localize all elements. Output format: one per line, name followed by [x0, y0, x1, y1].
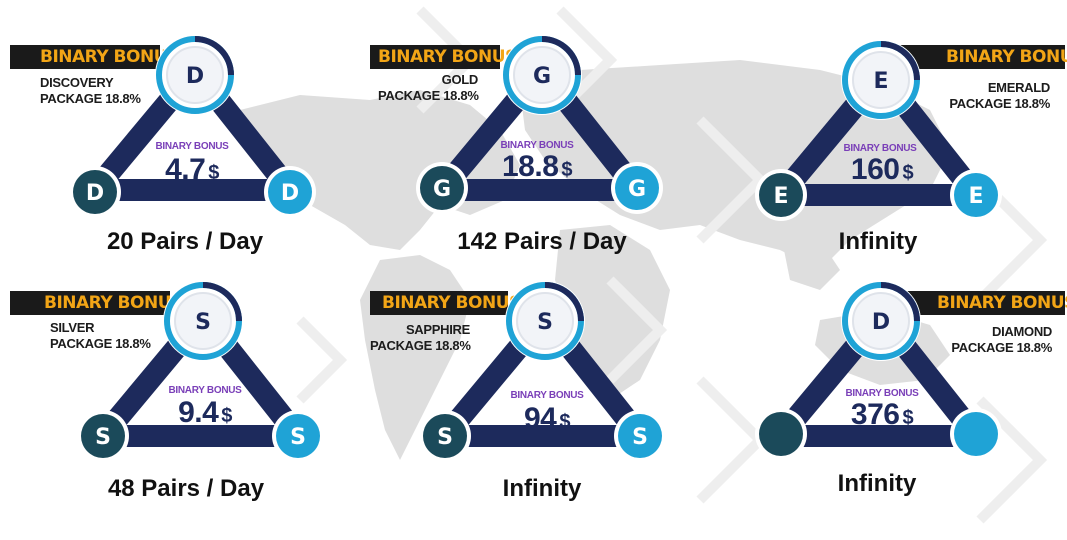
- right-node-letter: G: [628, 177, 646, 202]
- binary-bonus-label: BINARY BONUS: [845, 388, 919, 399]
- package-label: DIAMOND PACKAGE 18.8%: [951, 324, 1052, 355]
- pairs-caption: Infinity: [837, 470, 917, 497]
- binary-bonus-label: BINARY BONUS: [843, 143, 917, 154]
- binary-bonus-tag: BINARY BONUS: [900, 45, 1067, 69]
- top-node-letter: D: [186, 64, 204, 89]
- right-node-letter: E: [968, 184, 983, 209]
- package-label: GOLD PACKAGE 18.8%: [378, 72, 479, 103]
- top-node-letter: E: [873, 69, 888, 94]
- right-node-letter: D: [281, 181, 299, 206]
- left-node-letter: E: [773, 184, 788, 209]
- pairs-caption: 142 Pairs / Day: [457, 228, 627, 255]
- top-node-letter: D: [872, 310, 890, 335]
- bonus-amount: 160 $: [850, 153, 914, 186]
- binary-bonus-label: BINARY BONUS: [500, 140, 574, 151]
- bonus-amount: 94 $: [524, 402, 570, 435]
- triangle-diagram: D: [755, 281, 1002, 460]
- pairs-caption: 20 Pairs / Day: [106, 228, 264, 255]
- package-label: EMERALD PACKAGE 18.8%: [949, 80, 1050, 111]
- pairs-caption: Infinity: [838, 228, 918, 255]
- top-node-letter: S: [195, 310, 211, 335]
- pairs-caption: 48 Pairs / Day: [107, 475, 265, 502]
- bonus-amount: 4.7 $: [165, 153, 219, 186]
- triangle-diagram: E E E: [755, 40, 1002, 221]
- right-node-letter: S: [632, 425, 648, 450]
- top-node-letter: S: [537, 310, 553, 335]
- binary-bonus-label: BINARY BONUS: [168, 385, 242, 396]
- top-node-letter: G: [533, 64, 551, 89]
- bonus-amount: 9.4 $: [178, 396, 232, 429]
- package-label: SAPPHIRE PACKAGE 18.8%: [370, 322, 471, 353]
- triangle-diagram: S S S: [419, 281, 666, 462]
- binary-bonus-tag: BINARY BONUS: [895, 291, 1067, 315]
- bonus-amount: 376 $: [850, 398, 914, 431]
- triangle-diagram: D D D: [69, 35, 316, 218]
- binary-bonus-label: BINARY BONUS: [510, 390, 584, 401]
- binary-bonus-tag: BINARY BONUS: [10, 291, 183, 315]
- binary-bonus-label: BINARY BONUS: [155, 141, 229, 152]
- left-node-letter: G: [433, 177, 451, 202]
- package-label: DISCOVERY PACKAGE 18.8%: [40, 75, 141, 106]
- right-node-letter: S: [290, 425, 306, 450]
- triangle-diagram: S S S: [77, 281, 324, 462]
- left-node-letter: S: [95, 425, 111, 450]
- pairs-caption: Infinity: [502, 475, 582, 502]
- binary-bonus-tag: BINARY BONUS: [10, 45, 179, 69]
- left-node-letter: D: [86, 181, 104, 206]
- binary-bonus-tag: BINARY BONUS: [370, 45, 517, 69]
- left-node-letter: S: [437, 425, 453, 450]
- triangle-diagram: G G G: [416, 35, 663, 214]
- bonus-amount: 18.8 $: [501, 150, 572, 183]
- package-label: SILVER PACKAGE 18.8%: [50, 320, 151, 351]
- binary-bonus-tag: BINARY BONUS: [370, 291, 521, 315]
